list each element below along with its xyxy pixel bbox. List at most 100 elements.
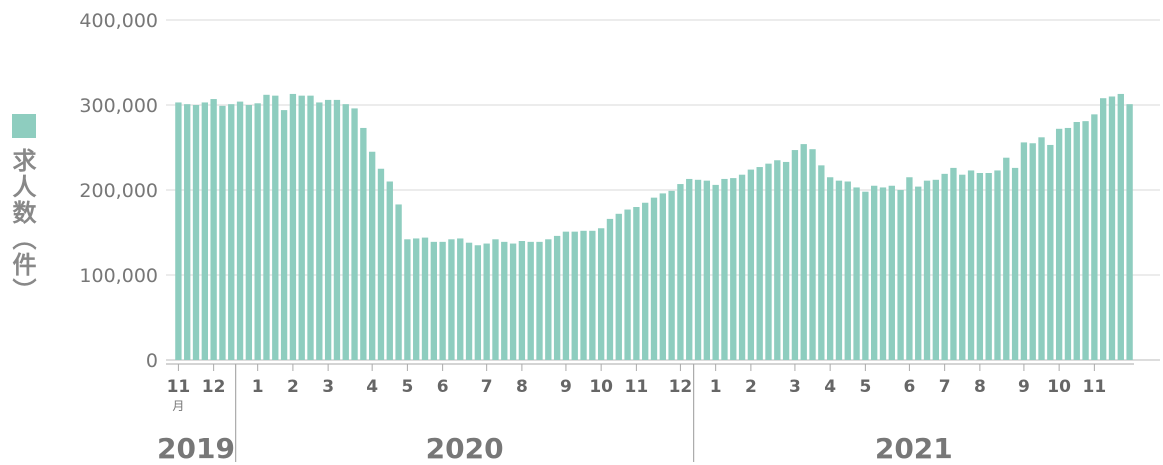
bar <box>210 99 217 361</box>
bar <box>474 245 482 360</box>
y-tick-label: 400,000 <box>79 10 158 32</box>
bar <box>1126 104 1133 361</box>
bar <box>677 184 684 360</box>
bar <box>888 185 895 360</box>
bar <box>694 179 702 360</box>
bar <box>324 99 332 361</box>
bar <box>923 180 931 360</box>
x-tick-label: 8 <box>974 377 986 397</box>
bar <box>439 241 446 360</box>
x-tick-label: 2 <box>745 377 757 397</box>
bar <box>642 202 649 360</box>
bar <box>967 170 975 360</box>
y-tick-label: 0 <box>146 350 158 372</box>
bar <box>536 241 543 360</box>
bar <box>703 180 711 360</box>
bar <box>1038 137 1045 360</box>
year-label: 2019 <box>157 432 235 465</box>
bar <box>985 173 992 360</box>
bar <box>228 104 235 361</box>
x-tick-label: 1 <box>710 377 722 397</box>
bar <box>738 174 746 360</box>
bar <box>492 239 499 360</box>
x-tick-label: 4 <box>824 377 836 397</box>
bar <box>994 170 1001 360</box>
bar <box>351 108 358 361</box>
bar <box>430 241 437 360</box>
bar <box>871 185 878 360</box>
bar <box>280 110 288 360</box>
bar <box>774 160 781 360</box>
year-labels: 2019 2020 2021 <box>157 432 953 465</box>
bar <box>342 104 349 361</box>
x-tick-label: 7 <box>481 377 493 397</box>
bar <box>959 174 966 360</box>
bar <box>818 165 825 360</box>
bar <box>272 95 279 361</box>
bar <box>633 207 640 360</box>
bar <box>800 144 807 360</box>
x-tick-label: 6 <box>903 377 915 397</box>
bar <box>862 191 869 360</box>
bar <box>333 99 341 361</box>
y-tick-label: 300,000 <box>79 95 158 117</box>
bar <box>1064 127 1072 360</box>
bar <box>562 231 570 360</box>
x-tick-label: 9 <box>1018 377 1030 397</box>
bar <box>809 149 816 360</box>
bar <box>765 163 772 360</box>
bar <box>756 167 763 360</box>
bar <box>236 101 244 360</box>
y-tick-label: 200,000 <box>79 180 158 202</box>
bar <box>853 187 860 360</box>
bar <box>1091 114 1098 360</box>
bar <box>624 209 631 360</box>
bar <box>527 241 534 360</box>
bar <box>906 177 913 360</box>
bar <box>571 231 578 360</box>
bar <box>879 187 887 360</box>
bar <box>501 241 508 360</box>
bars <box>175 93 1133 361</box>
bar <box>941 173 948 360</box>
bar <box>659 193 666 360</box>
bar <box>307 95 314 361</box>
bar <box>1011 167 1019 360</box>
bar <box>360 127 367 360</box>
bar <box>826 177 834 360</box>
bar <box>483 243 490 360</box>
x-tick-label: 1 <box>252 377 264 397</box>
bar <box>686 178 693 360</box>
bar <box>298 95 305 361</box>
bar <box>580 230 587 360</box>
x-tick-label: 5 <box>859 377 871 397</box>
x-tick-label: 3 <box>322 377 334 397</box>
bar <box>553 235 561 360</box>
bar <box>1108 96 1116 360</box>
bar <box>413 238 420 360</box>
bar <box>1073 122 1080 360</box>
bar <box>1100 98 1107 360</box>
bar <box>518 241 526 360</box>
bar <box>448 239 455 360</box>
bar <box>589 230 596 360</box>
bar <box>1029 143 1036 360</box>
bar <box>368 151 376 360</box>
year-label: 2021 <box>875 432 953 465</box>
bar <box>712 184 719 360</box>
bar <box>1055 128 1063 360</box>
legend-swatch <box>12 114 36 138</box>
x-tick-label: 11 <box>625 377 649 397</box>
bar <box>289 93 297 360</box>
x-tick-label: 5 <box>401 377 413 397</box>
bar <box>597 228 605 360</box>
bar <box>509 243 517 360</box>
bar <box>1020 142 1028 360</box>
bar <box>377 168 385 360</box>
bar <box>404 239 411 360</box>
bar <box>263 94 270 361</box>
bar <box>730 178 737 360</box>
bar <box>835 180 843 360</box>
